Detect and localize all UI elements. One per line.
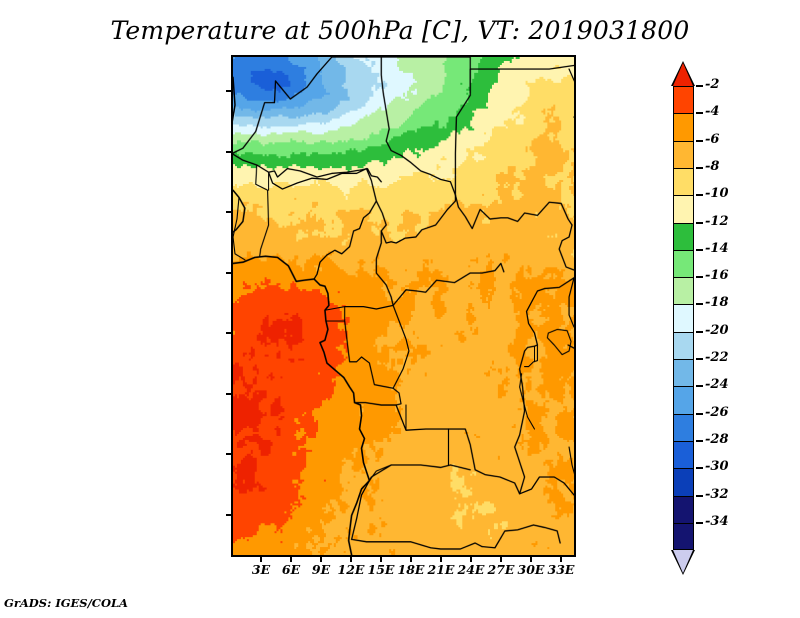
colorbar-band <box>673 331 694 361</box>
x-axis-tick <box>500 557 502 562</box>
colorbar-band <box>673 277 694 306</box>
x-axis-label: 3E <box>251 562 271 577</box>
colorbar-tick <box>696 166 703 169</box>
x-axis-label: 15E <box>367 562 395 577</box>
colorbar-tick <box>696 439 703 442</box>
x-axis-label: 24E <box>457 562 485 577</box>
colorbar-band <box>673 304 694 334</box>
colorbar-tick <box>696 248 703 251</box>
colorbar-band <box>673 468 694 497</box>
colorbar-tick <box>696 194 703 197</box>
x-axis-label: 33E <box>547 562 575 577</box>
colorbar-tick <box>696 385 703 388</box>
x-axis-tick <box>440 557 442 562</box>
colorbar-tick <box>696 521 703 524</box>
x-axis-label: 27E <box>487 562 515 577</box>
y-axis-tick <box>226 271 231 274</box>
colorbar-band <box>673 359 694 388</box>
colorbar-tick <box>696 358 703 360</box>
x-axis-label: 21E <box>427 562 455 577</box>
colorbar-tick <box>696 494 703 497</box>
colorbar-label: -2 <box>705 77 720 92</box>
y-axis-tick <box>226 513 231 516</box>
colorbar-label: -8 <box>705 158 720 174</box>
colorbar-band <box>673 249 694 279</box>
colorbar-label: -20 <box>705 322 729 338</box>
colorbar-label: -32 <box>705 486 729 502</box>
colorbar-label: -34 <box>705 513 729 529</box>
x-axis-label: 18E <box>397 562 425 577</box>
colorbar-label: -14 <box>705 240 729 256</box>
y-axis-tick <box>226 211 231 214</box>
temperature-field-canvas <box>233 57 574 555</box>
x-axis-tick <box>560 557 562 562</box>
colorbar-label: -10 <box>705 186 729 202</box>
colorbar-band <box>673 222 694 252</box>
colorbar-label: -12 <box>705 213 729 229</box>
colorbar-tick <box>696 139 703 142</box>
x-axis-tick <box>380 557 382 562</box>
map-plot-area <box>231 55 576 557</box>
colorbar-label: -30 <box>705 459 729 475</box>
x-axis-label: 9E <box>311 562 331 577</box>
colorbar-band <box>673 140 694 170</box>
colorbar-label: -22 <box>705 350 729 365</box>
colorbar-tick <box>696 221 703 224</box>
colorbar-extend-below <box>673 550 693 574</box>
colorbar-label: -26 <box>705 404 729 420</box>
page-title: Temperature at 500hPa [C], VT: 201903180… <box>110 16 690 45</box>
colorbar-tick <box>696 112 703 115</box>
x-axis-tick <box>320 557 322 562</box>
colorbar-band <box>673 195 694 224</box>
colorbar-band <box>673 440 694 470</box>
colorbar-band <box>673 413 694 443</box>
y-axis-tick <box>226 332 231 335</box>
colorbar-band <box>673 522 694 551</box>
colorbar-band <box>673 167 694 197</box>
colorbar-label: -18 <box>705 295 729 311</box>
colorbar-label: -28 <box>705 431 729 447</box>
x-axis-tick <box>470 557 472 562</box>
colorbar-band <box>673 86 694 115</box>
x-axis-label: 12E <box>337 562 365 577</box>
y-axis-tick <box>226 453 231 456</box>
colorbar-band <box>673 113 694 142</box>
y-axis-tick <box>226 392 231 395</box>
x-axis-tick <box>350 557 352 562</box>
colorbar-label: -6 <box>705 131 720 147</box>
colorbar-band <box>673 386 694 415</box>
colorbar-tick <box>696 85 703 87</box>
colorbar-tick <box>696 467 703 470</box>
x-axis-tick <box>260 557 262 562</box>
colorbar-extend-above <box>673 63 693 86</box>
colorbar-label: -4 <box>705 104 720 120</box>
colorbar-tick <box>696 412 703 415</box>
x-axis-label: 30E <box>517 562 545 577</box>
colorbar-label: -16 <box>705 268 729 284</box>
x-axis-tick <box>410 557 412 562</box>
colorbar-band <box>673 495 694 525</box>
colorbar-tick <box>696 330 703 333</box>
y-axis-tick <box>226 90 231 93</box>
colorbar-tick <box>696 303 703 306</box>
x-axis-label: 6E <box>281 562 301 577</box>
footer-credit: GrADS: IGES/COLA <box>4 596 128 610</box>
y-axis-tick <box>226 150 231 153</box>
colorbar-tick <box>696 276 703 279</box>
x-axis-tick <box>290 557 292 562</box>
colorbar-label: -24 <box>705 377 729 393</box>
x-axis-tick <box>530 557 532 562</box>
